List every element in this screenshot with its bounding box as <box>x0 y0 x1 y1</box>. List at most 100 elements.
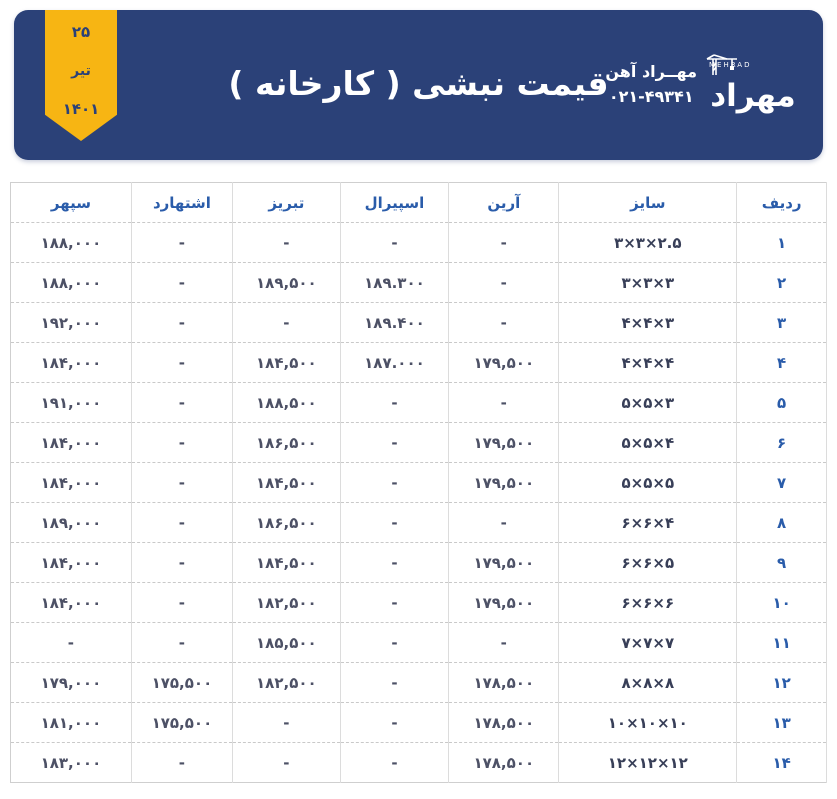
table-row: ۱۳ ۱۰×۱۰×۱۰ ۱۷۸,۵۰۰- -۱۷۵,۵۰۰ ۱۸۱,۰۰۰ <box>10 702 827 743</box>
header-card: ۲۵ تیر ۱۴۰۱ قیمت نبشی ( کارخانه ) MEHRAD <box>14 10 823 160</box>
size-cell: ۵×۵×۴ <box>558 422 738 463</box>
price-cell: - <box>232 702 341 743</box>
table-row: ۳ ۴×۴×۳-۱۸۹.۴۰۰- -۱۹۲,۰۰۰ <box>10 302 827 343</box>
price-cell: ۱۹۱,۰۰۰ <box>10 382 132 423</box>
price-cell: ۱۷۸,۵۰۰ <box>448 742 560 783</box>
table-row: ۴ ۴×۴×۴ ۱۷۹,۵۰۰ ۱۸۷.۰۰۰ ۱۸۴,۵۰۰-۱۸۴,۰۰۰ <box>10 342 827 383</box>
column-header-eshtehard: اشتهارد <box>131 182 234 223</box>
date-ribbon: ۲۵ تیر ۱۴۰۱ <box>45 10 117 141</box>
price-cell: ۱۸۷.۰۰۰ <box>340 342 450 383</box>
price-cell: ۱۸۹.۴۰۰ <box>340 302 450 343</box>
price-cell: ۱۸۴,۵۰۰ <box>232 462 341 503</box>
price-cell: - <box>131 422 234 463</box>
column-header-sepehr: سپهر <box>10 182 132 223</box>
size-cell: ۶×۶×۴ <box>558 502 738 543</box>
price-cell: - <box>340 742 450 783</box>
price-cell: ۱۸۴,۰۰۰ <box>10 462 132 503</box>
price-cell: ۱۸۴,۵۰۰ <box>232 342 341 383</box>
brand-logo: MEHRAD مهراد <box>705 54 801 116</box>
price-cell: - <box>131 542 234 583</box>
size-cell: ۶×۶×۵ <box>558 542 738 583</box>
row-number-cell: ۱ <box>736 222 827 263</box>
price-cell: ۱۸۹,۵۰۰ <box>232 262 341 303</box>
price-cell: - <box>232 742 341 783</box>
size-cell: ۴×۴×۴ <box>558 342 738 383</box>
column-header-size: سایز <box>558 182 738 223</box>
brand-text: مهــراد آهن ۰۲۱-۴۹۳۴۱ <box>605 60 697 110</box>
row-number-cell: ۱۳ <box>736 702 827 743</box>
row-number-cell: ۵ <box>736 382 827 423</box>
price-cell: ۱۹۲,۰۰۰ <box>10 302 132 343</box>
price-cell: ۱۸۸,۰۰۰ <box>10 222 132 263</box>
size-cell: ۶×۶×۶ <box>558 582 738 623</box>
price-cell: - <box>131 262 234 303</box>
size-cell: ۵×۵×۳ <box>558 382 738 423</box>
brand-company-name: مهــراد آهن <box>605 62 697 82</box>
price-cell: - <box>131 342 234 383</box>
price-cell: ۱۸۴,۰۰۰ <box>10 422 132 463</box>
price-cell: ۱۸۹,۰۰۰ <box>10 502 132 543</box>
price-cell: - <box>340 542 450 583</box>
price-cell: - <box>340 502 450 543</box>
brand-logo-word: مهراد <box>710 78 796 114</box>
price-cell: ۱۸۲,۵۰۰ <box>232 582 341 623</box>
price-cell: ۱۸۴,۰۰۰ <box>10 542 132 583</box>
size-cell: ۵×۵×۵ <box>558 462 738 503</box>
size-cell: ۱۲×۱۲×۱۲ <box>558 742 738 783</box>
price-cell: - <box>131 302 234 343</box>
table-row: ۱۲ ۸×۸×۸ ۱۷۸,۵۰۰-۱۸۲,۵۰۰ ۱۷۵,۵۰۰ ۱۷۹,۰۰۰ <box>10 662 827 703</box>
column-header-tabriz: تبریز <box>232 182 341 223</box>
table-row: ۱۰ ۶×۶×۶ ۱۷۹,۵۰۰-۱۸۲,۵۰۰-۱۸۴,۰۰۰ <box>10 582 827 623</box>
price-cell: - <box>131 382 234 423</box>
price-cell: ۱۷۹,۵۰۰ <box>448 462 560 503</box>
price-cell: ۱۸۶,۵۰۰ <box>232 422 341 463</box>
row-number-cell: ۱۱ <box>736 622 827 663</box>
page-title: قیمت نبشی ( کارخانه ) <box>228 63 609 103</box>
price-cell: - <box>232 302 341 343</box>
row-number-cell: ۱۴ <box>736 742 827 783</box>
table-row: ۱۱ ۷×۷×۷- -۱۸۵,۵۰۰- - <box>10 622 827 663</box>
row-number-cell: ۶ <box>736 422 827 463</box>
price-cell: - <box>131 462 234 503</box>
price-cell: ۱۸۶,۵۰۰ <box>232 502 341 543</box>
price-cell: ۱۷۵,۵۰۰ <box>131 662 234 703</box>
price-cell: ۱۷۸,۵۰۰ <box>448 702 560 743</box>
price-cell: ۱۷۸,۵۰۰ <box>448 662 560 703</box>
column-header-arian: آرین <box>448 182 560 223</box>
price-table: ردیف سایز آرین اسپیرال تبریز اشتهارد سپه… <box>10 182 827 783</box>
price-cell: ۱۷۹,۵۰۰ <box>448 342 560 383</box>
table-row: ۸ ۶×۶×۴- -۱۸۶,۵۰۰-۱۸۹,۰۰۰ <box>10 502 827 543</box>
price-cell: - <box>232 222 341 263</box>
table-row: ۵ ۵×۵×۳- -۱۸۸,۵۰۰-۱۹۱,۰۰۰ <box>10 382 827 423</box>
row-number-cell: ۳ <box>736 302 827 343</box>
row-number-cell: ۸ <box>736 502 827 543</box>
price-cell: - <box>131 222 234 263</box>
price-cell: - <box>448 622 560 663</box>
date-year: ۱۴۰۱ <box>62 100 100 118</box>
price-cell: - <box>448 502 560 543</box>
price-cell: ۱۷۹,۰۰۰ <box>10 662 132 703</box>
price-cell: ۱۸۸,۵۰۰ <box>232 382 341 423</box>
price-sheet: ۲۵ تیر ۱۴۰۱ قیمت نبشی ( کارخانه ) MEHRAD <box>0 10 837 783</box>
price-cell: ۱۸۲,۵۰۰ <box>232 662 341 703</box>
price-table-body: ۱ ۳×۳×۲.۵- - - -۱۸۸,۰۰۰ ۲ ۳×۳×۳-۱۸۹.۳۰۰ ۱۸۹,۵۰۰… <box>10 222 827 783</box>
price-cell: - <box>448 222 560 263</box>
price-cell: ۱۸۳,۰۰۰ <box>10 742 132 783</box>
row-number-cell: ۱۰ <box>736 582 827 623</box>
price-cell: - <box>340 462 450 503</box>
price-cell: - <box>131 742 234 783</box>
row-number-cell: ۹ <box>736 542 827 583</box>
price-cell: - <box>131 502 234 543</box>
row-number-cell: ۴ <box>736 342 827 383</box>
row-number-cell: ۲ <box>736 262 827 303</box>
price-cell: ۱۸۴,۵۰۰ <box>232 542 341 583</box>
size-cell: ۳×۳×۳ <box>558 262 738 303</box>
column-header-row-no: ردیف <box>736 182 827 223</box>
price-cell: - <box>131 582 234 623</box>
price-cell: - <box>131 622 234 663</box>
price-cell: - <box>340 622 450 663</box>
price-cell: ۱۸۵,۵۰۰ <box>232 622 341 663</box>
brand-block: MEHRAD مهراد مهــراد آهن ۰۲۱-۴۹۳۴۱ <box>605 54 801 116</box>
price-cell: - <box>340 222 450 263</box>
price-cell: ۱۷۹,۵۰۰ <box>448 542 560 583</box>
